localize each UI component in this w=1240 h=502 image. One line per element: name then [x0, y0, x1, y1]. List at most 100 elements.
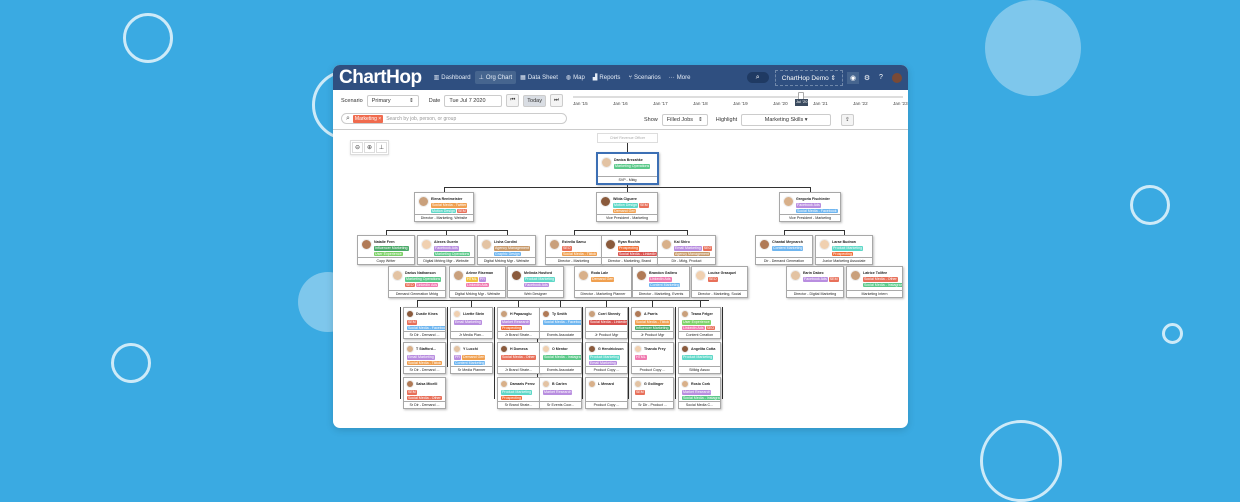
- person-card[interactable]: T Stafford... Email Marketing Social Medi…: [403, 342, 446, 374]
- person-name: L Menard: [598, 382, 614, 386]
- person-card[interactable]: Teana Felger User Experience LinkedIn Ads…: [678, 307, 721, 339]
- job-title: Director - Marketing Planner: [575, 290, 631, 297]
- filter-chip-marketing[interactable]: Marketing ×: [352, 114, 384, 123]
- connector-line: [574, 230, 575, 235]
- person-card[interactable]: Roda Lale Demand Gen Director - Marketin…: [574, 266, 632, 298]
- nav-scenarios[interactable]: ⑂ Scenarios: [624, 71, 664, 84]
- user-avatar[interactable]: [892, 72, 902, 83]
- person-card[interactable]: Lisha Cordini Agency Management Graphic D…: [477, 235, 536, 265]
- person-card[interactable]: Angelita Cotta Product Marketing SMktg A…: [678, 342, 721, 374]
- skill-tag: Product Marketing: [524, 277, 556, 282]
- divider: [333, 129, 908, 130]
- skill-tag: Influencer Marketing: [374, 246, 409, 251]
- person-card[interactable]: G Gollinger SEM Sr Dir - Product ...: [631, 377, 674, 409]
- scenario-select[interactable]: Primary ⇕: [366, 94, 419, 107]
- person-card[interactable]: Louise Grasquel SEO Director - Marketing…: [691, 266, 748, 298]
- global-search-button[interactable]: ⌕: [746, 72, 769, 83]
- person-card[interactable]: Natalie Fern Influencer Marketing User Ex…: [357, 235, 415, 265]
- person-card[interactable]: H Papazoglu Market Research Prospecting J…: [497, 307, 540, 339]
- person-card[interactable]: L Menard Product Copy ...: [585, 377, 628, 409]
- connector-line: [700, 300, 701, 307]
- timeline-slider[interactable]: [573, 96, 903, 98]
- person-card[interactable]: Latrice Tolifee Social Media - Other Soci…: [846, 266, 903, 298]
- skill-tags: Influencer Marketing User Experience: [374, 246, 413, 256]
- skill-tag: SEO: [405, 282, 415, 287]
- skill-tag: LinkedIn Ads: [682, 325, 705, 330]
- search-input[interactable]: ⌕ Marketing × Search by job, person, or …: [341, 113, 567, 124]
- person-card[interactable]: Lizette Stein Email Marketing Jr Media P…: [450, 307, 493, 339]
- avatar: [578, 270, 589, 281]
- nav-org-chart[interactable]: ⊥ Org Chart: [474, 71, 517, 84]
- zoom-out-icon[interactable]: ⊖: [352, 142, 363, 153]
- person-name: Estrella Samu: [562, 240, 586, 244]
- skill-tag: Social Media - Instagram: [543, 355, 581, 360]
- charthop-logo[interactable]: ChartHop: [339, 66, 422, 88]
- person-card[interactable]: Melinda Hosford Product Marketing Faceboo…: [507, 266, 564, 298]
- person-card[interactable]: H Domeca Social Media - Other Jr Brand S…: [497, 342, 540, 374]
- person-card[interactable]: Chantal Meynarch Content Marketing Dir -…: [755, 235, 813, 265]
- decor-circle: [1130, 185, 1170, 225]
- avatar: [850, 270, 861, 281]
- person-card[interactable]: Elena Rentmeister Social Media - Twitter…: [414, 192, 474, 222]
- gear-icon[interactable]: ⚙: [863, 74, 871, 82]
- person-card[interactable]: Salsa Micelli SEM Social Media - Other Sr…: [403, 377, 446, 409]
- person-card[interactable]: Wilda Ciguere Motion Design SEM Demand Gen…: [596, 192, 658, 222]
- person-card[interactable]: Dustie Kines SEM Social Media - Facebook …: [403, 307, 446, 339]
- connector-line: [386, 230, 387, 235]
- person-card[interactable]: A Parris Social Media - Tiktok Influencer…: [631, 307, 674, 339]
- prev-button[interactable]: ⏮: [506, 94, 520, 107]
- job-title: Dir - Demand Generation: [756, 257, 812, 264]
- person-card[interactable]: Ryan Rochin Prospecting Social Media - Li…: [601, 235, 658, 265]
- job-title: Digital Mrktng Mgr - Website: [478, 257, 535, 264]
- person-card[interactable]: Rosio Cork Market Research Social Media -…: [678, 377, 721, 409]
- person-card[interactable]: Ty Smith Social Media - Facebook Events …: [539, 307, 582, 339]
- connector-line: [627, 187, 628, 192]
- job-title: Director - Digital Marketing: [787, 290, 843, 297]
- person-card[interactable]: Damaris Perez Product Marketing Prospecti…: [497, 377, 540, 409]
- help-icon[interactable]: ?: [879, 74, 883, 81]
- person-card[interactable]: O Mentor Social Media - Instagram Events…: [539, 342, 582, 374]
- ghost-job-card[interactable]: Chief Revenue Officer: [597, 133, 658, 143]
- person-card[interactable]: Thando Frey HTML Product Copy ...: [631, 342, 674, 374]
- person-card[interactable]: Estrella Samu SEO Social Media - Tiktok D…: [545, 235, 602, 265]
- show-select[interactable]: Filled Jobs ⇕: [661, 114, 708, 126]
- nav-map[interactable]: ◍ Map: [562, 71, 589, 84]
- map-icon: ◍: [565, 75, 572, 81]
- person-card[interactable]: G Hendrickson Product Marketing Email Mar…: [585, 342, 628, 374]
- person-card[interactable]: Alexes Guerin Facebook Ads Marketing Oper…: [417, 235, 475, 265]
- skill-tag: HTML: [466, 277, 478, 282]
- skill-tag: Marketing Operations: [614, 164, 651, 169]
- eye-icon[interactable]: ◉: [847, 71, 859, 84]
- person-card[interactable]: Danica Brezahke Marketing Operations SVP…: [596, 152, 659, 185]
- person-card[interactable]: Y Lucchi PR Demand Gen Content Marketing S…: [450, 342, 493, 374]
- person-card[interactable]: Earin Dabec Facebook Ads SEM Director - D…: [786, 266, 844, 298]
- highlight-select[interactable]: Marketing Skills ▾: [741, 114, 832, 126]
- skill-tag: Prospecting: [832, 251, 853, 256]
- person-card[interactable]: Kai Shiro Email Marketing SEO Agency Manag…: [657, 235, 716, 265]
- connector-line: [507, 230, 508, 235]
- nav-reports[interactable]: ▟ Reports: [589, 71, 625, 84]
- zoom-in-icon[interactable]: ⊕: [364, 142, 375, 153]
- decor-circle: [980, 420, 1062, 502]
- nav-dashboard[interactable]: ▥ Dashboard: [430, 71, 475, 84]
- skill-tag: PR: [454, 355, 461, 360]
- person-card[interactable]: Larae Budrow Product Marketing Prospectin…: [815, 235, 873, 265]
- hierarchy-icon[interactable]: ⊥: [376, 142, 387, 153]
- org-selector[interactable]: ChartHop Demo ⇕: [774, 69, 843, 86]
- person-card[interactable]: Corri Sheedy Social Media - LinkedIn Jr …: [585, 307, 628, 339]
- job-title: Vice President - Marketing: [597, 214, 657, 221]
- person-card[interactable]: B Carlen Market Research Sr Events Coor.…: [539, 377, 582, 409]
- skill-tag: Product Marketing: [589, 355, 621, 360]
- person-card[interactable]: Brandon Gallero LinkedIn Ads Content Mark…: [632, 266, 690, 298]
- person-card[interactable]: Gregoria Fischieder Facebook Ads Social M…: [779, 192, 841, 222]
- connector-line: [447, 307, 448, 367]
- nav-more[interactable]: ··· More: [665, 71, 695, 84]
- nav-data-sheet[interactable]: ▦ Data Sheet: [516, 71, 562, 84]
- nav-label: Data Sheet: [527, 74, 558, 81]
- person-card[interactable]: Arlene Riseman HTML PR LinkedIn Ads Digita…: [449, 266, 506, 298]
- person-card[interactable]: Darius Nathanson Marketing Operations SEO…: [388, 266, 446, 298]
- today-button[interactable]: Today: [523, 94, 546, 107]
- next-button[interactable]: ⏭: [549, 94, 563, 107]
- export-button[interactable]: ⇪: [841, 114, 854, 126]
- date-input[interactable]: Tue Jul 7 2020: [444, 94, 503, 107]
